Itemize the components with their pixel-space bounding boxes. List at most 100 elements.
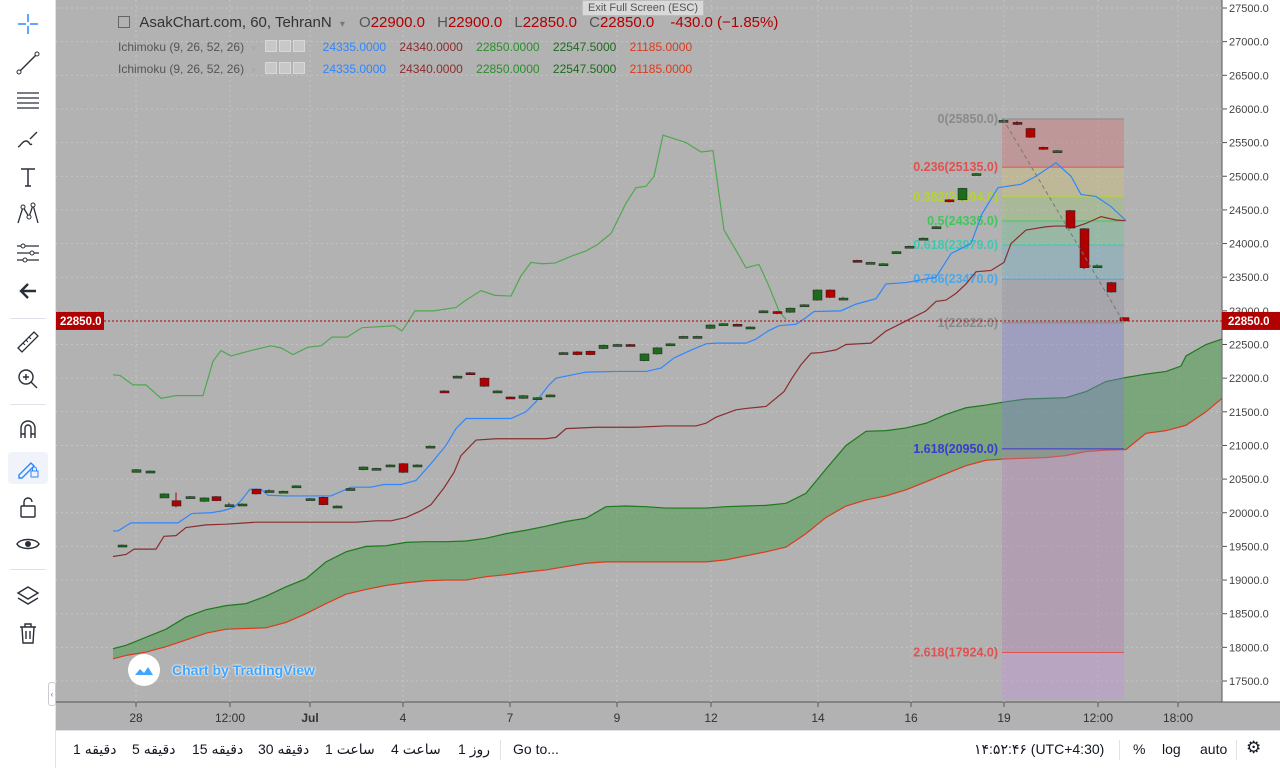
candle-bull (518, 395, 529, 399)
candle-bear (251, 488, 262, 495)
indicator-remove-icon[interactable] (293, 40, 306, 52)
candle-bear (585, 350, 596, 355)
candle-bear (171, 500, 182, 507)
interval-1d[interactable]: 1 روز (458, 741, 490, 757)
interval-5m[interactable]: 5 دقیقه (132, 741, 176, 757)
zoom-in-icon[interactable] (8, 363, 48, 395)
fib-level-label: 0.786(23470.0) (913, 272, 998, 286)
drawing-toolbar: ‹ (0, 0, 56, 768)
percent-toggle[interactable]: % (1133, 741, 1146, 757)
toolbar-divider (10, 569, 46, 570)
tradingview-badge[interactable]: Chart by TradingView (128, 654, 315, 686)
kijun-base-line (112, 216, 1127, 558)
indicator-name[interactable]: Ichimoku (9, 26, 52, 26) (118, 40, 245, 54)
cloud-logo-icon (128, 654, 160, 686)
interval-1m[interactable]: 1 دقیقه (73, 741, 117, 757)
collapse-legend-icon[interactable] (118, 16, 130, 28)
eye-icon[interactable] (8, 528, 48, 560)
indicator-name[interactable]: Ichimoku (9, 26, 52, 26) (118, 62, 245, 76)
fib-level-label: 1.618(20950.0) (913, 442, 998, 456)
indicator-visibility-icon[interactable] (265, 40, 278, 52)
clock-display[interactable]: ۱۴:۵۲:۴۶ (UTC+4:30) (974, 741, 1105, 757)
ruler-icon[interactable] (8, 326, 48, 358)
candle-bear (772, 311, 783, 314)
back-arrow-icon[interactable] (8, 275, 48, 307)
candle-bear (625, 344, 636, 347)
fib-trend-line (1002, 118, 1125, 324)
fib-band (1002, 652, 1124, 700)
candle-bull (812, 289, 823, 301)
goto-button[interactable]: Go to... (513, 741, 559, 757)
chevron-down-icon[interactable]: ▾ (339, 19, 345, 30)
fib-level-label: 1(22822.0) (938, 316, 998, 330)
candle-bull (452, 375, 463, 379)
candle-bull (891, 251, 902, 254)
close-label: C (589, 14, 600, 31)
trash-icon[interactable] (8, 617, 48, 649)
fib-icon[interactable] (8, 237, 48, 269)
gear-icon[interactable]: ⚙ (1246, 738, 1262, 757)
current-price-tag-right (1222, 311, 1280, 330)
candle-bear (479, 377, 490, 387)
interval-30m[interactable]: 30 دقیقه (258, 741, 310, 757)
candle-bull (264, 490, 275, 493)
price-tick-label: 26500.0 (1229, 70, 1269, 82)
candle-bull (425, 445, 436, 449)
time-tick-label: 14 (811, 711, 825, 725)
interval-1h[interactable]: 1 ساعت (325, 741, 375, 757)
chevron-down-icon[interactable]: ▾ (251, 65, 256, 75)
candle-bear (211, 496, 222, 501)
span-a-value: 22547.5000 (552, 40, 617, 54)
pattern-icon[interactable] (8, 198, 48, 230)
candle-bull (665, 343, 676, 347)
toolbar-divider (10, 318, 46, 319)
candle-bull (558, 352, 569, 355)
interval-4h[interactable]: 4 ساعت (391, 741, 441, 757)
horizontal-lines-icon[interactable] (8, 85, 48, 117)
symbol-name[interactable]: AsakChart.com, 60, TehranN (139, 14, 332, 31)
fib-level-label: 0(25850.0) (938, 112, 998, 126)
candle-bull (145, 470, 156, 474)
high-label: H (437, 14, 448, 31)
lock-draw-icon[interactable] (8, 452, 48, 484)
candle-bear (572, 351, 583, 355)
auto-toggle[interactable]: auto (1200, 741, 1228, 757)
brush-icon[interactable] (8, 124, 48, 156)
candle-bear (1106, 282, 1117, 293)
trend-line-icon[interactable] (8, 47, 48, 79)
candle-bull (718, 323, 729, 326)
indicator-settings-icon[interactable] (279, 62, 292, 74)
bottom-toolbar: 1 دقیقه 5 دقیقه 15 دقیقه 30 دقیقه 1 ساعت… (56, 730, 1280, 768)
indicator-visibility-icon[interactable] (265, 62, 278, 74)
candle-bull (305, 498, 316, 501)
badge-text[interactable]: Chart by TradingView (172, 662, 315, 678)
crosshair-icon[interactable] (8, 8, 48, 40)
collapse-toolbar-button[interactable]: ‹ (48, 682, 56, 706)
candle-bear (505, 396, 516, 400)
chart-area[interactable]: 27500.0 27000.0 26500.0 26000.0 25500.0 25000… (56, 0, 1280, 730)
magnet-icon[interactable] (8, 414, 48, 446)
candle-bull (332, 505, 343, 509)
conversion-value: 24335.0000 (322, 62, 387, 76)
fib-band (1002, 119, 1124, 168)
chart-canvas[interactable]: 27500.0 27000.0 26500.0 26000.0 25500.0 25000… (56, 0, 1280, 730)
indicator-settings-icon[interactable] (279, 40, 292, 52)
price-tick-label: 27000.0 (1229, 37, 1269, 49)
base-value: 24340.0000 (399, 62, 463, 76)
text-icon[interactable] (8, 161, 48, 193)
candle-bear (825, 289, 836, 298)
fib-level-label: 0.382(24694.0) (913, 190, 998, 204)
price-tick-label: 25000.0 (1229, 171, 1269, 183)
log-toggle[interactable]: log (1162, 741, 1181, 757)
price-tick-label: 17500.0 (1229, 676, 1269, 688)
indicator-remove-icon[interactable] (293, 62, 306, 74)
bottom-divider (500, 740, 501, 760)
span-b-value: 21185.0000 (629, 62, 693, 76)
candle-bull (159, 493, 170, 499)
layers-icon[interactable] (8, 580, 48, 612)
exit-fullscreen-tooltip[interactable]: Exit Full Screen (ESC) (582, 0, 704, 16)
indicator-legend-2: Ichimoku (9, 26, 52, 26) ▾ 24335.0000 24… (118, 62, 702, 76)
unlock-icon[interactable] (8, 491, 48, 523)
interval-15m[interactable]: 15 دقیقه (192, 741, 244, 757)
chevron-down-icon[interactable]: ▾ (251, 43, 256, 53)
